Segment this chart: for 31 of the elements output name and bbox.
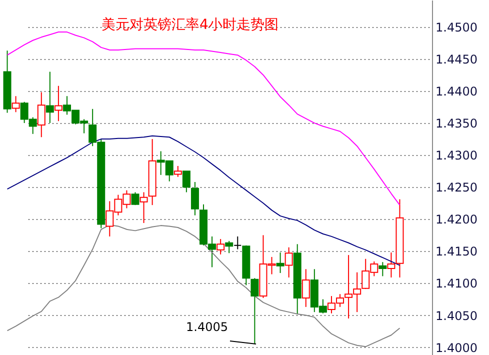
candlestick bbox=[234, 236, 242, 250]
y-tick-label: 1.4150 bbox=[436, 244, 478, 259]
candlestick bbox=[225, 240, 234, 254]
y-tick-label: 1.4450 bbox=[436, 52, 478, 66]
candlestick bbox=[174, 165, 182, 178]
candlestick bbox=[37, 92, 46, 138]
y-tick-label: 1.4250 bbox=[436, 180, 478, 195]
candlestick bbox=[190, 181, 199, 216]
y-tick-label: 1.4050 bbox=[436, 308, 478, 323]
y-tick-label: 1.4500 bbox=[436, 20, 478, 34]
annotation: 1.4005 bbox=[186, 320, 228, 334]
candlestick bbox=[140, 192, 148, 224]
candlestick bbox=[12, 96, 20, 113]
candlestick bbox=[250, 278, 259, 345]
line-series bbox=[6, 32, 400, 206]
y-tick-label: 1.4350 bbox=[436, 116, 478, 131]
candlestick bbox=[182, 170, 190, 193]
y-tick-label: 1.4200 bbox=[436, 212, 478, 227]
candlestick bbox=[378, 262, 387, 277]
candlestick bbox=[284, 246, 293, 278]
candlestick bbox=[46, 71, 54, 124]
y-tick-label: 1.4000 bbox=[436, 340, 478, 355]
text: 美元对英镑汇率4小时走势图 bbox=[102, 17, 278, 33]
candlestick bbox=[54, 85, 62, 122]
candlestick bbox=[302, 268, 310, 308]
candlestick bbox=[216, 238, 225, 255]
y-tick-label: 1.4400 bbox=[436, 84, 478, 98]
y-tick-label: 1.4300 bbox=[436, 148, 478, 163]
y-tick-label: 1.4100 bbox=[436, 276, 478, 291]
candlestick bbox=[131, 192, 140, 206]
candlestick bbox=[276, 252, 284, 274]
